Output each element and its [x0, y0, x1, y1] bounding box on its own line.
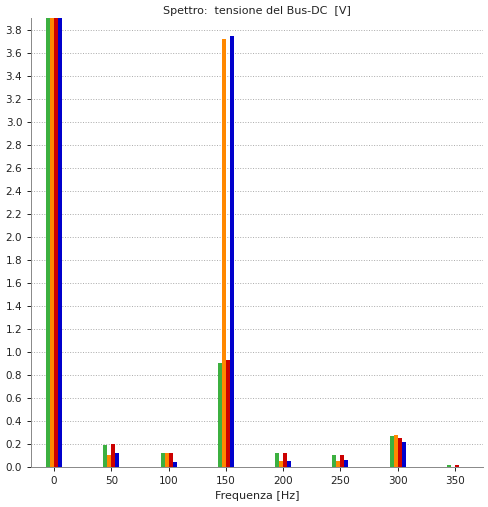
Bar — [454, 464, 458, 467]
Bar — [217, 364, 222, 467]
Bar — [279, 461, 283, 467]
Bar — [107, 455, 111, 467]
Bar — [332, 455, 336, 467]
Bar — [393, 434, 397, 467]
Bar — [115, 453, 119, 467]
Bar — [446, 464, 450, 467]
Bar — [168, 453, 172, 467]
X-axis label: Frequenza [Hz]: Frequenza [Hz] — [215, 491, 299, 501]
Bar — [340, 455, 344, 467]
Bar — [336, 461, 340, 467]
Bar — [389, 436, 393, 467]
Bar — [286, 461, 290, 467]
Bar — [283, 453, 286, 467]
Bar — [397, 438, 401, 467]
Bar — [54, 18, 58, 467]
Bar — [46, 18, 50, 467]
Bar — [172, 462, 176, 467]
Bar — [401, 442, 405, 467]
Bar — [58, 18, 62, 467]
Bar — [229, 35, 233, 467]
Bar — [103, 445, 107, 467]
Bar — [222, 39, 225, 467]
Bar — [344, 460, 347, 467]
Title: Spettro:  tensione del Bus-DC  [V]: Spettro: tensione del Bus-DC [V] — [163, 6, 350, 16]
Bar — [111, 444, 115, 467]
Bar — [164, 453, 168, 467]
Bar — [275, 453, 279, 467]
Bar — [160, 453, 164, 467]
Bar — [225, 360, 229, 467]
Bar — [50, 18, 54, 467]
